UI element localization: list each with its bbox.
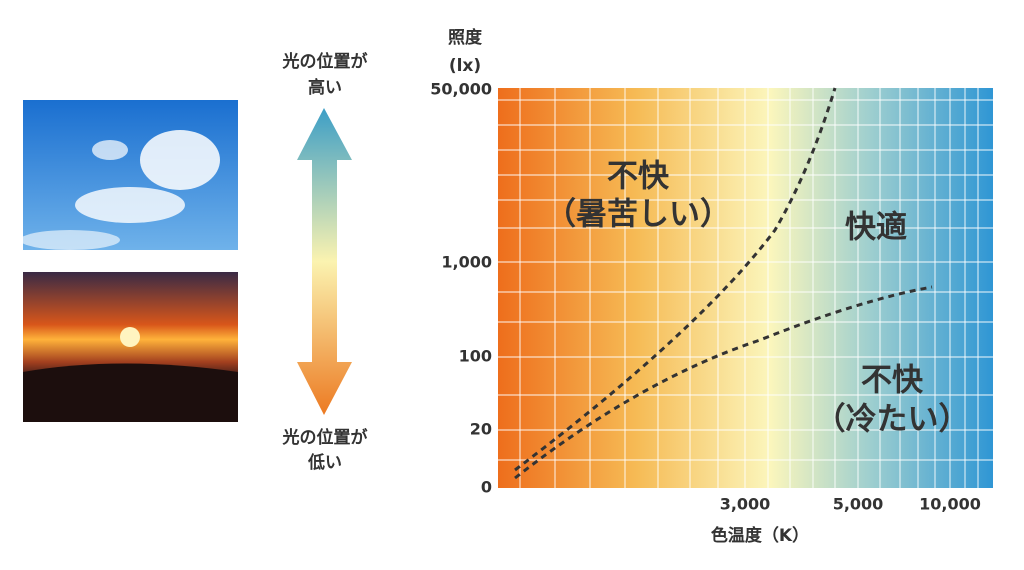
y-tick-label: 50,000 bbox=[430, 80, 492, 99]
y-tick-label: 0 bbox=[481, 478, 492, 497]
grid bbox=[498, 88, 993, 488]
upper-curve bbox=[514, 87, 837, 472]
region-label: 不快 bbox=[861, 363, 924, 399]
region-label: 快適 bbox=[845, 210, 907, 246]
y-axis-title: (lx) bbox=[449, 56, 481, 76]
y-tick-label: 100 bbox=[459, 347, 492, 366]
x-axis-title: 色温度（K） bbox=[711, 525, 809, 546]
x-tick-label: 10,000 bbox=[919, 495, 981, 514]
lower-curve bbox=[514, 285, 933, 480]
y-tick-label: 1,000 bbox=[441, 253, 492, 272]
sky-photo bbox=[20, 100, 238, 250]
sunset-photo bbox=[23, 272, 238, 422]
arrow-label: 高い bbox=[308, 77, 342, 98]
region-label: （冷たい） bbox=[815, 402, 970, 438]
arrow-label: 低い bbox=[307, 452, 342, 473]
x-tick-label: 5,000 bbox=[833, 495, 884, 514]
y-axis-title: 照度 bbox=[448, 27, 483, 48]
region-label: （暑苦しい） bbox=[545, 197, 731, 233]
x-tick-label: 3,000 bbox=[720, 495, 771, 514]
region-label: 不快 bbox=[607, 159, 670, 195]
arrow-label: 光の位置が bbox=[282, 427, 368, 448]
arrow-label: 光の位置が bbox=[282, 51, 368, 72]
y-tick-label: 20 bbox=[470, 420, 492, 439]
arrow bbox=[297, 108, 352, 415]
